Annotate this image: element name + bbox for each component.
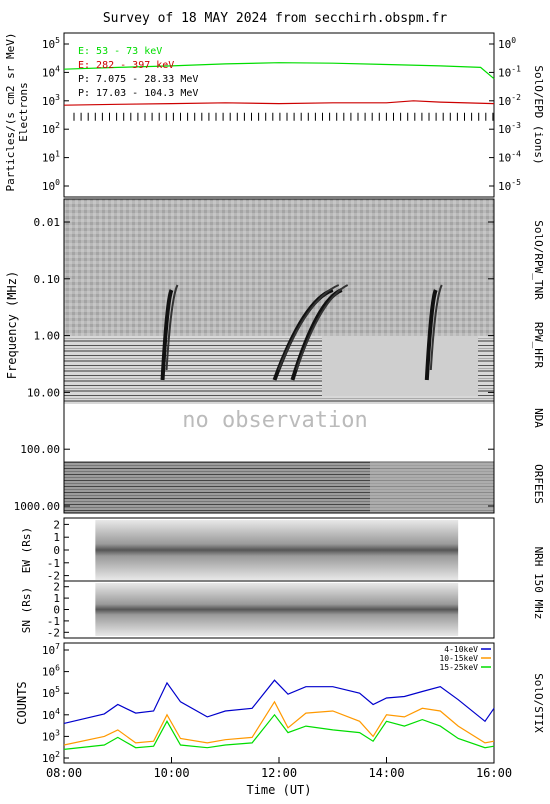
epd-right-tick-label: 10-2 xyxy=(498,93,521,108)
stix-series-1 xyxy=(63,700,495,746)
freq-tick-label: 1.00 xyxy=(34,330,61,343)
stix-panel: 102 103 104 105 106 107 4-10keV10-15keV15-25k… xyxy=(15,642,545,765)
time-axis: 08:00 10:00 12:00 14:00 16:00 xyxy=(46,757,512,780)
frequency-axis: 0.01 0.10 1.00 10.00 100.00 1000.00 xyxy=(14,216,494,513)
orfees-label: ORFEES xyxy=(532,464,545,504)
epd-series-0 xyxy=(63,62,495,80)
nrh-tick-label: 0 xyxy=(53,604,60,617)
rpw-hfr-label: RPW_HFR xyxy=(532,322,545,369)
nrh-tick-label: 2 xyxy=(53,518,60,531)
freq-tick-label: 0.01 xyxy=(34,216,61,229)
nrh-tick-label: -2 xyxy=(47,626,60,639)
freq-tick-label: 100.00 xyxy=(20,443,60,456)
burst-harmonic-2 xyxy=(295,284,349,371)
sn-ylabel: SN (Rs) xyxy=(20,587,33,633)
stix-legend-label: 10-15keV xyxy=(439,654,478,663)
frequency-ylabel: Frequency (MHz) xyxy=(5,271,19,379)
time-tick-label: 08:00 xyxy=(46,766,82,780)
burst-0 xyxy=(160,289,174,381)
epd-right-tick-label: 100 xyxy=(498,36,516,51)
burst-harmonic-3 xyxy=(429,284,443,371)
nrh-sn-panel: 210-1-2 SN (Rs) xyxy=(20,580,495,639)
epd-tick-label: 103 xyxy=(42,93,60,108)
epd-legend-item: P: 17.03 - 104.3 MeV xyxy=(78,88,198,99)
nrh-tick-label: -1 xyxy=(47,615,60,628)
rpw-tnr-label: SolO/RPW_TNR xyxy=(532,220,545,300)
epd-tick-label: 105 xyxy=(42,36,60,51)
epd-ylabel-2: Electrons xyxy=(17,82,30,142)
ew-ylabel: EW (Rs) xyxy=(20,527,33,573)
stix-tick-label: 103 xyxy=(42,728,60,743)
stix-tick-label: 106 xyxy=(42,664,60,679)
nrh-tick-label: 2 xyxy=(53,581,60,594)
freq-tick-label: 0.10 xyxy=(34,273,61,286)
nda-label: NDA xyxy=(532,408,545,428)
epd-series-1 xyxy=(63,100,495,106)
epd-right-tick-label: 10-1 xyxy=(498,64,521,79)
time-tick-label: 16:00 xyxy=(476,766,512,780)
stix-tick-label: 104 xyxy=(42,707,60,722)
epd-right-tick-label: 10-5 xyxy=(498,178,521,193)
stix-tick-label: 105 xyxy=(42,685,60,700)
freq-tick-label: 10.00 xyxy=(27,386,60,399)
nrh-tick-label: 1 xyxy=(53,531,60,544)
epd-right-label: SolO/EPD (ions) xyxy=(532,65,545,164)
stix-axis: 102 103 104 105 106 107 xyxy=(42,642,69,765)
stix-series-2 xyxy=(63,713,495,750)
nrh-tick-label: 1 xyxy=(53,592,60,605)
time-tick-label: 10:00 xyxy=(153,766,189,780)
stix-legend-label: 15-25keV xyxy=(439,663,478,672)
epd-tick-label: 101 xyxy=(42,150,60,165)
stix-right-label: SolO/STIX xyxy=(532,673,545,733)
no-observation-label: no observation xyxy=(182,408,367,433)
time-axis-label: Time (UT) xyxy=(246,783,311,797)
time-tick-label: 14:00 xyxy=(368,766,404,780)
epd-tick-label: 102 xyxy=(42,121,60,136)
epd-left-axis: 100 101 102 103 104 105 xyxy=(42,36,69,193)
nrh-ew-panel: 210-1-2 EW (Rs) NRH 150 MHz xyxy=(20,517,545,620)
nrh-label: NRH 150 MHz xyxy=(532,547,545,620)
stix-series-0 xyxy=(63,679,495,724)
time-tick-label: 12:00 xyxy=(261,766,297,780)
stix-legend-label: 4-10keV xyxy=(444,645,478,654)
epd-tick-label: 100 xyxy=(42,178,60,193)
figure-title: Survey of 18 MAY 2024 from secchirh.obsp… xyxy=(103,11,448,26)
epd-legend-item: E: 282 - 397 keV xyxy=(78,60,174,71)
epd-series xyxy=(63,62,495,121)
radio-bursts xyxy=(160,284,443,381)
stix-tick-label: 107 xyxy=(42,642,60,657)
nrh-tick-label: 0 xyxy=(53,544,60,557)
burst-harmonic-1 xyxy=(277,284,340,371)
epd-legend: E: 53 - 73 keV E: 282 - 397 keV P: 7.075 -… xyxy=(78,46,198,99)
stix-tick-label: 102 xyxy=(42,750,60,765)
epd-ylabel-1: Particles/(s cm2 sr MeV) xyxy=(4,33,17,192)
epd-tick-label: 104 xyxy=(42,64,60,79)
burst-3 xyxy=(424,289,438,381)
nrh-tick-label: -2 xyxy=(47,570,60,583)
epd-legend-item: P: 7.075 - 28.33 MeV xyxy=(78,74,198,85)
epd-series-protons xyxy=(73,112,494,121)
stix-ylabel: COUNTS xyxy=(15,681,29,724)
stix-series xyxy=(63,679,495,750)
sn-axis: 210-1-2 xyxy=(47,581,69,639)
spectrogram-panel: no observation 0.01 0.10 1.00 10.00 100.00 10… xyxy=(5,198,545,514)
epd-right-tick-label: 10-3 xyxy=(498,121,521,136)
ew-axis: 210-1-2 xyxy=(47,518,69,583)
epd-right-axis: 10-5 10-4 10-3 10-2 10-1 100 xyxy=(489,36,521,193)
burst-harmonic-0 xyxy=(165,284,179,371)
epd-right-tick-label: 10-4 xyxy=(498,150,521,165)
epd-legend-item: E: 53 - 73 keV xyxy=(78,46,162,57)
freq-tick-label: 1000.00 xyxy=(14,500,60,513)
nrh-tick-label: -1 xyxy=(47,557,60,570)
